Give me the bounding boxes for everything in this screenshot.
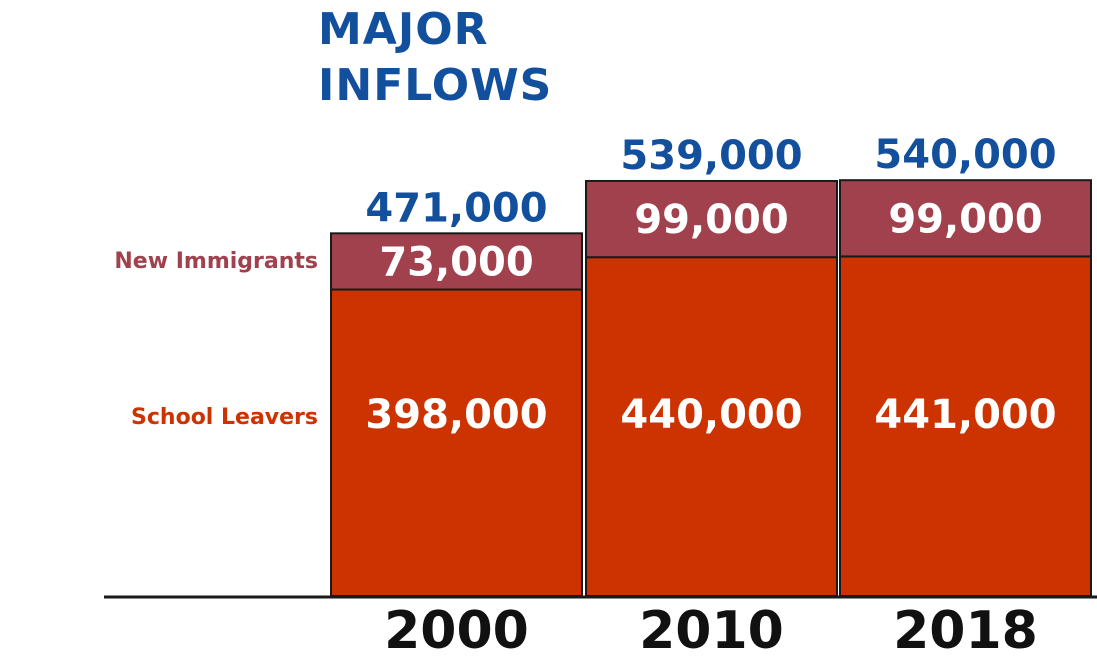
- chart-title-line-2: INFLOWS: [318, 60, 553, 111]
- total-label-2010: 539,000: [620, 133, 802, 179]
- total-label-2000: 471,000: [365, 185, 547, 231]
- series-label-school-leavers: School Leavers: [131, 405, 318, 430]
- bar-new-immigrants-2018: [839, 179, 1092, 258]
- x-tick-label-2010: 2010: [639, 601, 784, 652]
- x-tick-label-2018: 2018: [893, 601, 1038, 652]
- data-label-new-immigrants-2018: 99,000: [888, 196, 1042, 242]
- x-tick-label-2000: 2000: [384, 601, 529, 652]
- bar-new-immigrants-2010: [585, 179, 838, 259]
- data-label-school-leavers-2018: 441,000: [874, 392, 1056, 438]
- bar-new-immigrants-2000: [330, 232, 583, 291]
- series-label-new-immigrants: New Immigrants: [114, 249, 318, 274]
- data-label-school-leavers-2000: 398,000: [365, 392, 547, 438]
- bar-school-leavers-2000: [330, 288, 583, 597]
- data-label-school-leavers-2010: 440,000: [620, 392, 802, 438]
- chart-title-line-1: MAJOR: [318, 4, 489, 55]
- data-label-new-immigrants-2000: 73,000: [379, 239, 533, 285]
- bar-school-leavers-2018: [839, 255, 1092, 597]
- data-label-new-immigrants-2010: 99,000: [634, 197, 788, 243]
- total-label-2018: 540,000: [874, 132, 1056, 178]
- chart-title: MAJOR INFLOWS: [318, 2, 552, 114]
